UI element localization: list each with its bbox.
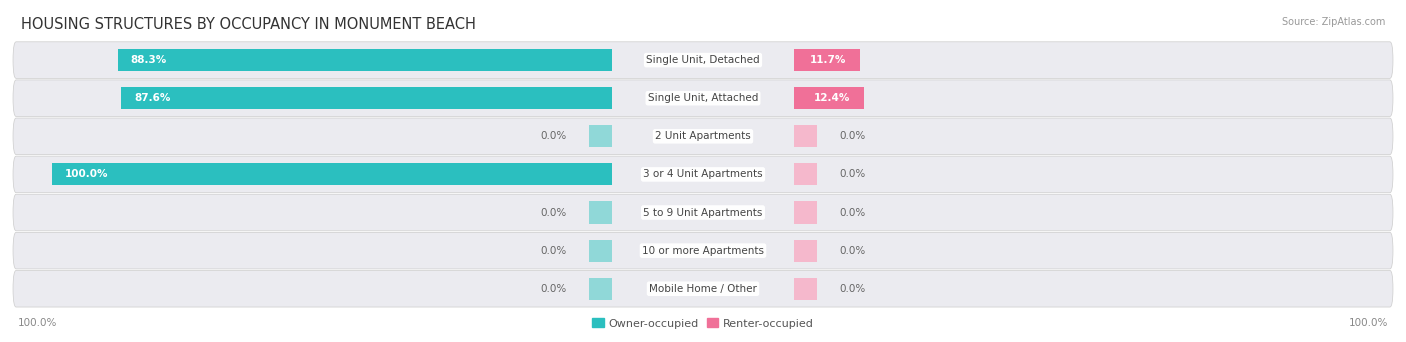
Text: 0.0%: 0.0% [839, 284, 866, 294]
Bar [794, 125, 817, 147]
Text: Mobile Home / Other: Mobile Home / Other [650, 284, 756, 294]
Text: 2 Unit Apartments: 2 Unit Apartments [655, 131, 751, 141]
Bar [589, 125, 612, 147]
FancyBboxPatch shape [13, 194, 1393, 231]
Bar [794, 240, 817, 262]
Bar [794, 49, 859, 71]
Bar [589, 201, 612, 224]
FancyBboxPatch shape [13, 42, 1393, 78]
Text: 88.3%: 88.3% [131, 55, 167, 65]
Text: 0.0%: 0.0% [839, 246, 866, 255]
Text: 87.6%: 87.6% [135, 93, 172, 103]
Bar [589, 278, 612, 300]
Text: 0.0%: 0.0% [839, 169, 866, 180]
Text: 12.4%: 12.4% [814, 93, 851, 103]
Text: Single Unit, Detached: Single Unit, Detached [647, 55, 759, 65]
Text: HOUSING STRUCTURES BY OCCUPANCY IN MONUMENT BEACH: HOUSING STRUCTURES BY OCCUPANCY IN MONUM… [21, 17, 477, 32]
Bar [794, 201, 817, 224]
Text: 5 to 9 Unit Apartments: 5 to 9 Unit Apartments [644, 208, 762, 218]
FancyBboxPatch shape [13, 156, 1393, 193]
Text: 11.7%: 11.7% [810, 55, 846, 65]
Text: 100.0%: 100.0% [65, 169, 108, 180]
FancyBboxPatch shape [13, 80, 1393, 117]
Text: 0.0%: 0.0% [540, 284, 567, 294]
Text: Source: ZipAtlas.com: Source: ZipAtlas.com [1281, 17, 1385, 27]
Text: 10 or more Apartments: 10 or more Apartments [643, 246, 763, 255]
Text: 0.0%: 0.0% [540, 208, 567, 218]
FancyBboxPatch shape [13, 232, 1393, 269]
Text: 100.0%: 100.0% [1348, 318, 1388, 328]
Bar [121, 87, 612, 109]
Bar [794, 278, 817, 300]
FancyBboxPatch shape [13, 271, 1393, 307]
Bar [52, 163, 612, 185]
Bar [118, 49, 612, 71]
Legend: Owner-occupied, Renter-occupied: Owner-occupied, Renter-occupied [588, 314, 818, 333]
Text: 0.0%: 0.0% [839, 208, 866, 218]
Bar [794, 87, 863, 109]
Bar [589, 240, 612, 262]
Text: 100.0%: 100.0% [18, 318, 58, 328]
Text: Single Unit, Attached: Single Unit, Attached [648, 93, 758, 103]
Text: 3 or 4 Unit Apartments: 3 or 4 Unit Apartments [643, 169, 763, 180]
Text: 0.0%: 0.0% [540, 131, 567, 141]
FancyBboxPatch shape [13, 118, 1393, 155]
Text: 0.0%: 0.0% [540, 246, 567, 255]
Bar [794, 163, 817, 185]
Text: 0.0%: 0.0% [839, 131, 866, 141]
